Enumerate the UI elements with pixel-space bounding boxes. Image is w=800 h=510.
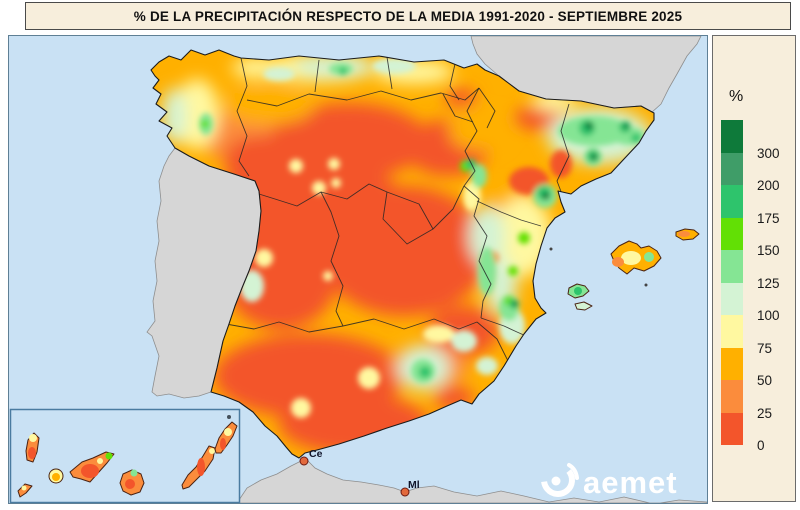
melilla-dot <box>400 487 410 497</box>
legend-swatch <box>721 315 743 348</box>
city-markers: Ce Ml <box>299 448 420 497</box>
map-frame: Ce Ml <box>8 35 708 505</box>
legend-swatch <box>721 185 743 218</box>
legend-swatch <box>721 380 743 413</box>
legend-bin: 150 <box>721 217 791 258</box>
legend-tick-label: 300 <box>757 145 780 161</box>
ceuta-dot <box>299 456 309 466</box>
legend-bin: 25 <box>721 380 791 421</box>
legend-bin: 0 <box>721 412 791 453</box>
ceuta-label: Ce <box>309 448 323 460</box>
title-bar: % DE LA PRECIPITACIÓN RESPECTO DE LA MED… <box>25 2 791 30</box>
legend-swatch <box>721 347 743 380</box>
legend-tick-label: 125 <box>757 275 780 291</box>
legend-tick-label: 25 <box>757 405 773 421</box>
legend-swatch <box>721 282 743 315</box>
legend-tick-label: 150 <box>757 243 780 258</box>
page-title: % DE LA PRECIPITACIÓN RESPECTO DE LA MED… <box>133 8 683 24</box>
cabrera-islet <box>644 283 648 287</box>
legend-bin: 125 <box>721 250 791 291</box>
legend-tick-label: 0 <box>757 438 765 453</box>
legend-swatch <box>721 152 743 185</box>
legend-bin: 200 <box>721 152 791 193</box>
africa-landmass <box>236 457 708 505</box>
canary-islands-inset <box>9 408 241 504</box>
el-hierro-island <box>17 483 33 498</box>
spain-precipitation-field <box>151 50 654 458</box>
legend-tick-label: 200 <box>757 178 780 193</box>
legend-bin: 175 <box>721 185 791 226</box>
legend-scale: 300 200 175 150 125 100 75 50 25 0 <box>721 120 791 453</box>
legend-bin: 300 <box>721 120 791 161</box>
la-graciosa-islet <box>227 415 231 419</box>
legend-bin: 50 <box>721 347 791 388</box>
legend-unit-label: % <box>729 88 744 105</box>
legend-tick-label: 50 <box>757 373 773 388</box>
formentera-island <box>574 301 593 311</box>
legend-tick-label: 100 <box>757 308 780 323</box>
aemet-logo: aemet <box>541 463 678 500</box>
melilla-label: Ml <box>408 479 420 491</box>
legend-bin: 75 <box>721 315 791 356</box>
legend-tick-label: 75 <box>757 340 773 356</box>
balearic-islands <box>549 228 700 311</box>
legend-swatch <box>721 250 743 283</box>
legend-bin: 100 <box>721 282 791 323</box>
legend-panel: % 300 200 175 150 125 100 75 50 25 0 <box>712 35 796 502</box>
legend-tick-label: 175 <box>757 210 780 226</box>
aemet-logo-text: aemet <box>583 465 678 500</box>
columbretes-islet <box>549 247 553 251</box>
legend-swatch <box>721 217 743 250</box>
precipitation-map: Ce Ml <box>9 35 708 505</box>
region-borders <box>225 56 570 381</box>
spain-coastline <box>150 49 655 459</box>
legend-swatch <box>721 120 743 153</box>
legend-swatch <box>721 412 743 445</box>
